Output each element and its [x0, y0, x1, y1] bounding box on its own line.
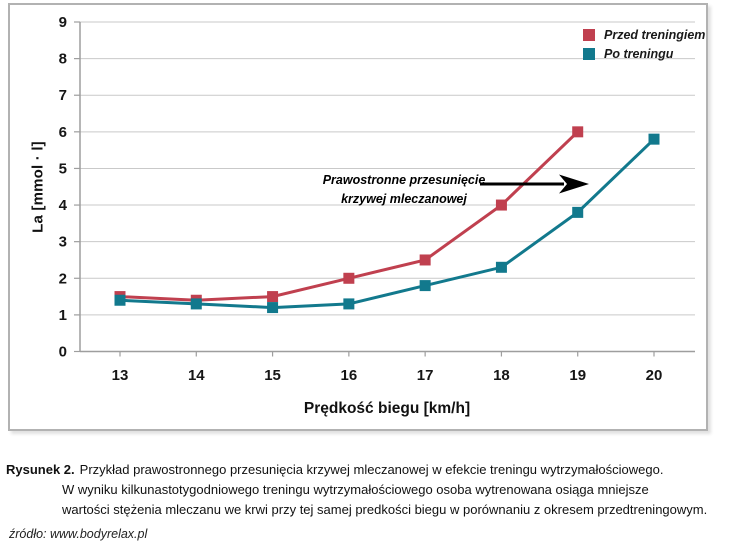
arrow-head-icon	[559, 174, 589, 194]
caption-row: Rysunek 2. Przykład prawostronnego przes…	[6, 460, 707, 480]
data-point-marker	[572, 126, 584, 138]
caption-label: Rysunek 2.	[6, 462, 75, 477]
data-point-marker	[190, 298, 202, 310]
x-tick-label: 18	[493, 367, 510, 384]
y-tick-label: 6	[59, 124, 67, 141]
data-point-marker	[648, 133, 660, 145]
data-point-marker	[572, 206, 584, 218]
y-tick-label: 2	[59, 270, 67, 287]
figure-frame: 0 1 2 3 4 5 6 7 8 9 13 14 15 16 17 18 19 20 La [mmol · l]…	[8, 3, 708, 431]
annotation-right-shift: Prawostronne przesunięcie krzywej mlecza…	[323, 171, 486, 209]
lactate-curve-plot: 0 1 2 3 4 5 6 7 8 9 13 14 15 16 17 18 19 20	[59, 14, 695, 384]
data-point-marker	[267, 291, 279, 303]
x-tick-label: 20	[646, 367, 663, 384]
y-tick-label: 9	[59, 14, 67, 31]
source-credit: źródło: www.bodyrelax.pl	[9, 527, 148, 541]
annotation-line-1: Prawostronne przesunięcie	[322, 173, 486, 187]
data-point-marker	[343, 272, 355, 284]
x-tick-label: 19	[569, 367, 586, 384]
y-tick-label: 3	[59, 234, 67, 251]
caption-line-1: Przykład prawostronnego przesunięcia krz…	[79, 462, 664, 477]
caption-line-2: W wyniku kilkunastotygodniowego treningu…	[62, 482, 649, 497]
y-axis-title: La [mmol · l]	[29, 141, 47, 233]
x-tick-label: 17	[417, 367, 434, 384]
caption-line-3: wartości stężenia mleczanu we krwi przy …	[62, 502, 708, 517]
x-tick-label: 14	[188, 367, 205, 384]
data-point-marker	[495, 199, 507, 211]
data-point-marker	[495, 261, 507, 273]
x-tick-label: 16	[341, 367, 358, 384]
legend-label-before-training: Przed treningiem	[604, 28, 706, 42]
series-line	[119, 138, 656, 310]
data-point-marker	[419, 280, 431, 292]
data-point-marker	[114, 294, 126, 306]
legend: Przed treningiem Po treningu	[583, 28, 705, 66]
data-point-marker	[267, 302, 279, 314]
data-point-marker	[343, 298, 355, 310]
y-tick-label: 8	[59, 51, 67, 68]
data-point-marker	[419, 254, 431, 266]
legend-item-przed-treningiem: Przed treningiem	[583, 28, 705, 42]
x-axis-title: Prędkość biegu [km/h]	[303, 400, 471, 417]
y-tick-label: 1	[59, 307, 67, 324]
legend-swatch-after-training	[583, 48, 595, 60]
x-tick-label: 15	[264, 367, 281, 384]
y-tick-label: 5	[59, 160, 67, 177]
x-tick-label: 13	[112, 367, 129, 384]
y-tick-label: 4	[59, 197, 68, 214]
y-tick-label: 0	[59, 344, 67, 361]
legend-label-after-training: Po treningu	[604, 47, 674, 61]
annotation-line-2: krzywej mleczanowej	[341, 192, 467, 206]
y-tick-label: 7	[59, 87, 67, 104]
figure-caption: Rysunek 2. Przykład prawostronnego przes…	[6, 460, 707, 520]
legend-item-po-treningu: Po treningu	[583, 47, 705, 61]
legend-swatch-before-training	[583, 29, 595, 41]
